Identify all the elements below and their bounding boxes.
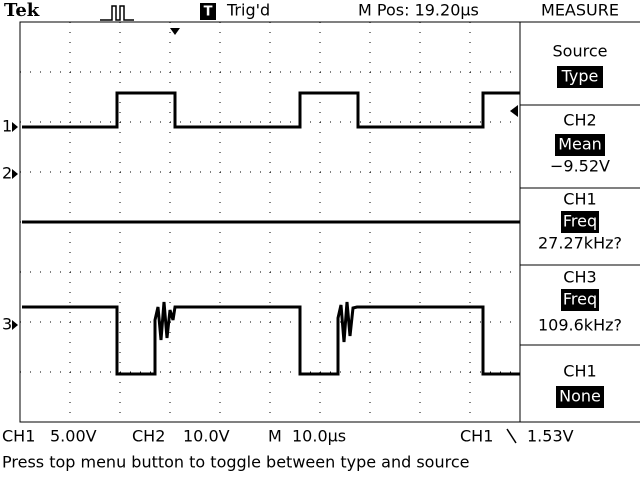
menu-title[interactable]: CH3 bbox=[563, 268, 596, 287]
status-label: CH2 bbox=[132, 427, 165, 446]
menu-highlight bbox=[561, 289, 599, 311]
menu-highlight bbox=[556, 386, 604, 408]
menu-value[interactable]: Type bbox=[561, 67, 599, 86]
status-label: CH1 bbox=[2, 427, 35, 446]
marker-arrow bbox=[12, 320, 18, 330]
menu-value[interactable]: Freq bbox=[563, 290, 597, 309]
message: Press top menu button to toggle between … bbox=[2, 453, 469, 472]
menu-highlight bbox=[561, 211, 599, 233]
channel-marker: 3 bbox=[2, 315, 12, 334]
acquire-icon bbox=[100, 5, 134, 21]
menu-reading: −9.52V bbox=[550, 157, 610, 176]
menu-title[interactable]: CH2 bbox=[563, 111, 596, 130]
menu-title[interactable]: CH1 bbox=[563, 362, 596, 381]
trigger-status: Trig'd bbox=[226, 1, 270, 20]
menu-highlight bbox=[555, 134, 605, 156]
menu-highlight bbox=[557, 66, 603, 88]
menu-reading: 109.6kHz? bbox=[538, 316, 622, 335]
brand: Tek bbox=[4, 0, 40, 21]
menu-value[interactable]: Freq bbox=[563, 212, 597, 231]
status-label: CH1 bbox=[460, 427, 493, 446]
channel-marker: 1 bbox=[2, 117, 12, 136]
menu-title: MEASURE bbox=[541, 1, 619, 20]
menu-title[interactable]: CH1 bbox=[563, 190, 596, 209]
marker-arrow bbox=[12, 122, 18, 132]
menu-reading: 27.27kHz? bbox=[538, 234, 622, 253]
menu-value[interactable]: Mean bbox=[558, 135, 602, 154]
side-menu bbox=[520, 21, 640, 423]
trigger-icon-box bbox=[200, 3, 216, 20]
menu-title[interactable]: Source bbox=[553, 42, 608, 61]
status-label: M bbox=[268, 427, 282, 446]
trigger-position-marker bbox=[170, 28, 180, 35]
status-value: 1.53V bbox=[527, 427, 574, 446]
ch3-waveform bbox=[22, 301, 520, 376]
trigger-level-marker bbox=[510, 105, 518, 117]
trigger-icon: T bbox=[204, 5, 213, 20]
status-value: 10.0V bbox=[183, 427, 230, 446]
ch1-waveform bbox=[22, 91, 520, 129]
marker-arrow bbox=[12, 169, 18, 179]
position: M Pos: 19.20µs bbox=[358, 1, 479, 20]
channel-marker: 2 bbox=[2, 164, 12, 183]
status-value: 10.0µs bbox=[292, 427, 346, 446]
slope-icon bbox=[506, 428, 517, 444]
menu-value[interactable]: None bbox=[559, 387, 601, 406]
status-value: 5.00V bbox=[50, 427, 97, 446]
